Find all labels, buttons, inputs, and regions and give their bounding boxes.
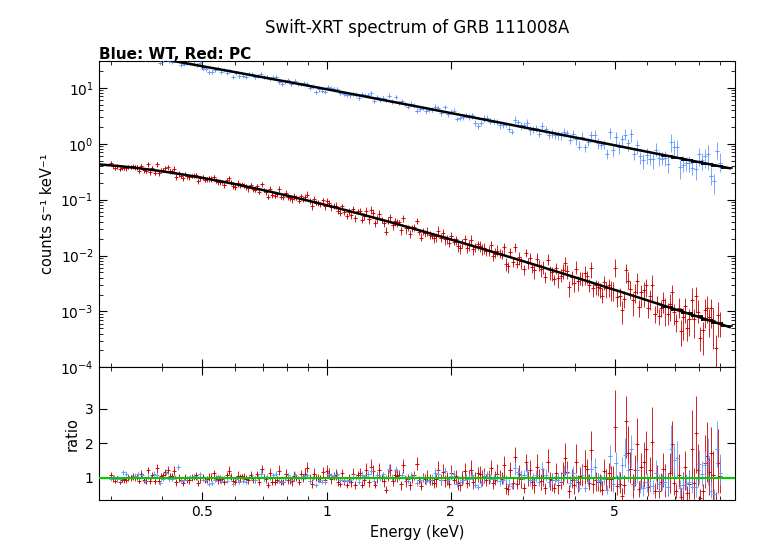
Text: Swift-XRT spectrum of GRB 111008A: Swift-XRT spectrum of GRB 111008A (265, 19, 569, 37)
X-axis label: Energy (keV): Energy (keV) (370, 525, 464, 540)
Text: Blue: WT, Red: PC: Blue: WT, Red: PC (99, 47, 251, 62)
Y-axis label: counts s⁻¹ keV⁻¹: counts s⁻¹ keV⁻¹ (39, 154, 55, 275)
Y-axis label: ratio: ratio (64, 417, 80, 451)
